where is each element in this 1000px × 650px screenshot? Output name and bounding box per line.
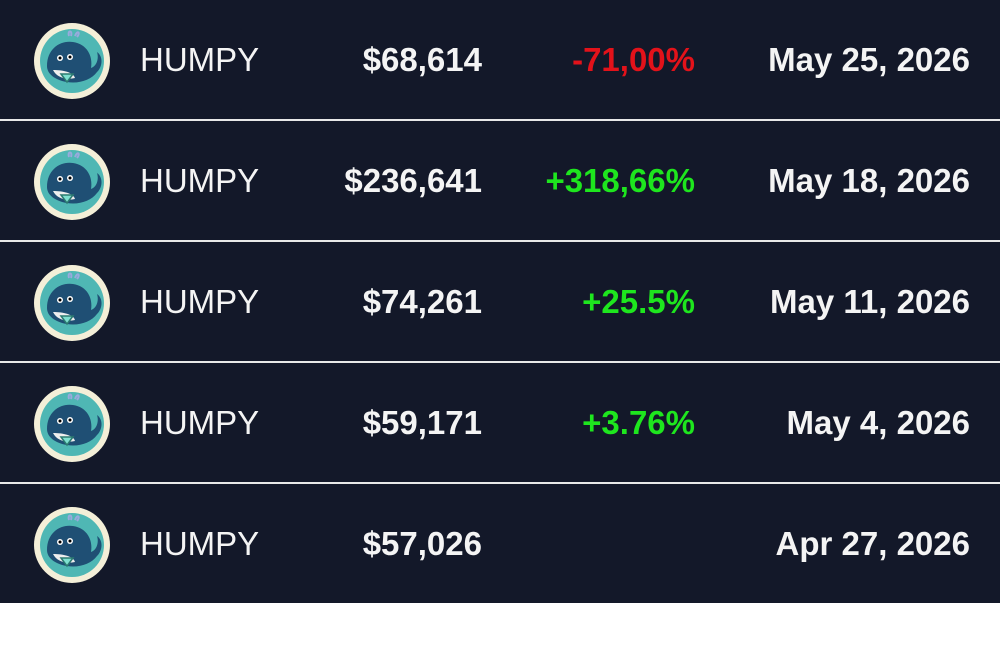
name: HUMPY bbox=[140, 404, 260, 441]
date: May 11, 2026 bbox=[770, 283, 970, 320]
date: May 25, 2026 bbox=[768, 41, 970, 78]
avatar bbox=[34, 23, 110, 99]
name: HUMPY bbox=[140, 41, 260, 78]
amount: $74,261 bbox=[362, 283, 482, 320]
list: HUMPY $68,614 -71,00% May 25, 2026 HUMPY $23… bbox=[0, 0, 1000, 603]
date: Apr 27, 2026 bbox=[775, 525, 970, 562]
change: +25.5% bbox=[582, 283, 695, 320]
avatar bbox=[34, 265, 110, 341]
change: -71,00% bbox=[572, 41, 695, 78]
date: May 18, 2026 bbox=[768, 162, 970, 199]
name: HUMPY bbox=[140, 525, 260, 562]
amount: $59,171 bbox=[362, 404, 482, 441]
separator bbox=[0, 482, 1000, 484]
amount: $68,614 bbox=[362, 41, 482, 78]
row: HUMPY $236,641 +318,66% May 18, 2026 bbox=[0, 121, 1000, 241]
amount: $57,026 bbox=[362, 525, 482, 562]
row: HUMPY $74,261 +25.5% May 11, 2026 bbox=[0, 242, 1000, 362]
separator bbox=[0, 240, 1000, 242]
amount: $236,641 bbox=[344, 162, 482, 199]
name: HUMPY bbox=[140, 162, 260, 199]
row: HUMPY $59,171 +3.76% May 4, 2026 bbox=[0, 363, 1000, 483]
avatar bbox=[34, 386, 110, 462]
separator bbox=[0, 119, 1000, 121]
row: HUMPY $57,026 Apr 27, 2026 bbox=[0, 484, 1000, 604]
change: +318,66% bbox=[545, 162, 695, 199]
date: May 4, 2026 bbox=[786, 404, 970, 441]
change: +3.76% bbox=[582, 404, 695, 441]
separator bbox=[0, 361, 1000, 363]
row: HUMPY $68,614 -71,00% May 25, 2026 bbox=[0, 0, 1000, 120]
avatar bbox=[34, 507, 110, 583]
avatar bbox=[34, 144, 110, 220]
name: HUMPY bbox=[140, 283, 260, 320]
